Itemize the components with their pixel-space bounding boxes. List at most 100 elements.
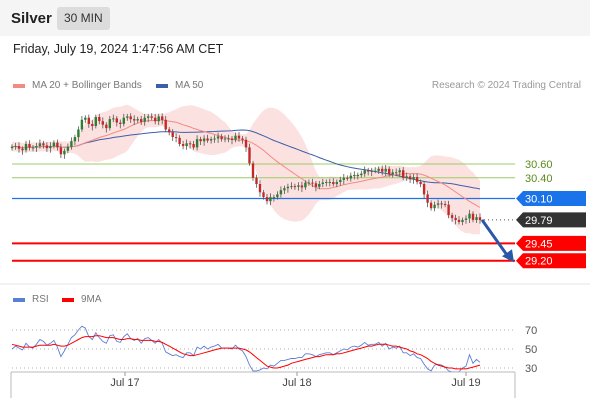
candle-body xyxy=(241,138,244,140)
candle-body xyxy=(335,182,338,185)
candle-body xyxy=(94,117,97,126)
candle-body xyxy=(471,213,475,220)
x-tick-label: Jul 18 xyxy=(282,377,311,389)
candle-body xyxy=(98,117,101,122)
candle-body xyxy=(209,139,213,141)
candle-body xyxy=(300,185,304,188)
candle-body xyxy=(133,119,136,121)
rsi-swatch xyxy=(13,297,25,302)
rsi-tick-label: 50 xyxy=(525,344,537,356)
candle-body xyxy=(461,219,464,222)
ma50-swatch xyxy=(156,83,168,88)
instrument-title: Silver xyxy=(11,10,52,27)
candle-body xyxy=(171,132,174,137)
level-tag xyxy=(516,191,586,206)
candle-body xyxy=(10,146,14,149)
candle-body xyxy=(447,204,450,216)
candle-body xyxy=(367,170,370,172)
candle-body xyxy=(412,177,415,180)
level-label: 30.10 xyxy=(525,194,553,206)
candle-body xyxy=(325,182,328,183)
level-tag xyxy=(516,253,586,269)
legend-ma50: MA 50 xyxy=(156,80,203,91)
candle-body xyxy=(363,170,366,174)
candle-body xyxy=(255,177,258,184)
candle-body xyxy=(38,143,42,147)
candle-body xyxy=(21,148,24,151)
candle-body xyxy=(269,197,272,202)
candle-body xyxy=(318,184,321,187)
candle-body xyxy=(251,163,255,178)
candle-body xyxy=(70,141,73,147)
research-credit: Research © 2024 Trading Central xyxy=(431,80,581,91)
level-label: 30.40 xyxy=(525,173,553,185)
candle-body xyxy=(185,143,188,147)
candle-body xyxy=(108,119,111,129)
candle-body xyxy=(450,215,454,218)
candle-body xyxy=(35,146,38,148)
candle-body xyxy=(24,144,28,151)
candle-body xyxy=(178,137,181,144)
legend-ma50-label: MA 50 xyxy=(175,80,204,91)
candle-body xyxy=(154,117,157,122)
candle-body xyxy=(237,135,241,139)
candle-body xyxy=(73,137,77,142)
candle-body xyxy=(328,182,331,183)
candle-body xyxy=(422,184,426,195)
candle-body xyxy=(381,168,384,172)
candle-body xyxy=(136,119,139,121)
candle-body xyxy=(122,117,125,124)
rsi-ma-line xyxy=(11,335,481,370)
candle-body xyxy=(262,192,265,198)
candle-body xyxy=(31,147,35,149)
candle-body xyxy=(202,138,206,142)
timeframe-badge[interactable]: 30 MIN xyxy=(57,7,110,30)
candle-body xyxy=(384,168,387,172)
candles xyxy=(10,113,482,226)
timestamp: Friday, July 19, 2024 1:47:56 AM CET xyxy=(13,42,224,56)
candle-body xyxy=(356,175,359,176)
candle-body xyxy=(56,142,59,148)
candle-body xyxy=(42,143,45,146)
level-tag xyxy=(516,212,586,228)
candle-body xyxy=(395,172,398,174)
candle-body xyxy=(360,173,363,176)
legend-ma20-label: MA 20 + Bollinger Bands xyxy=(32,80,142,91)
legend-rsi: RSI xyxy=(13,294,49,305)
candle-body xyxy=(220,136,223,140)
candle-body xyxy=(213,138,216,140)
candle-body xyxy=(206,138,209,141)
candle-body xyxy=(377,168,380,171)
candle-body xyxy=(140,119,143,122)
candle-body xyxy=(457,219,461,222)
candle-body xyxy=(188,143,192,145)
candle-body xyxy=(168,129,171,133)
candle-body xyxy=(244,139,248,148)
candle-body xyxy=(126,116,129,118)
candle-body xyxy=(63,150,66,155)
candle-body xyxy=(440,203,443,205)
candle-body xyxy=(290,186,293,188)
candle-body xyxy=(181,144,185,147)
candle-body xyxy=(105,124,108,129)
candle-body xyxy=(321,182,324,184)
candle-body xyxy=(408,176,412,180)
candle-body xyxy=(66,146,70,151)
candle-body xyxy=(276,194,279,198)
legend-rsi-label: RSI xyxy=(32,294,49,305)
candle-body xyxy=(45,145,49,149)
candle-body xyxy=(402,170,405,178)
candle-body xyxy=(59,147,63,155)
candle-body xyxy=(52,142,56,147)
candle-body xyxy=(346,177,349,179)
candle-body xyxy=(84,117,87,120)
candle-body xyxy=(478,217,482,220)
candle-body xyxy=(429,202,433,209)
candle-body xyxy=(475,217,478,220)
level-label: 29.45 xyxy=(525,238,553,250)
candle-body xyxy=(199,139,202,142)
forecast-arrow xyxy=(480,219,512,261)
candle-body xyxy=(283,188,286,191)
candle-body xyxy=(374,170,377,172)
candle-body xyxy=(405,176,408,178)
